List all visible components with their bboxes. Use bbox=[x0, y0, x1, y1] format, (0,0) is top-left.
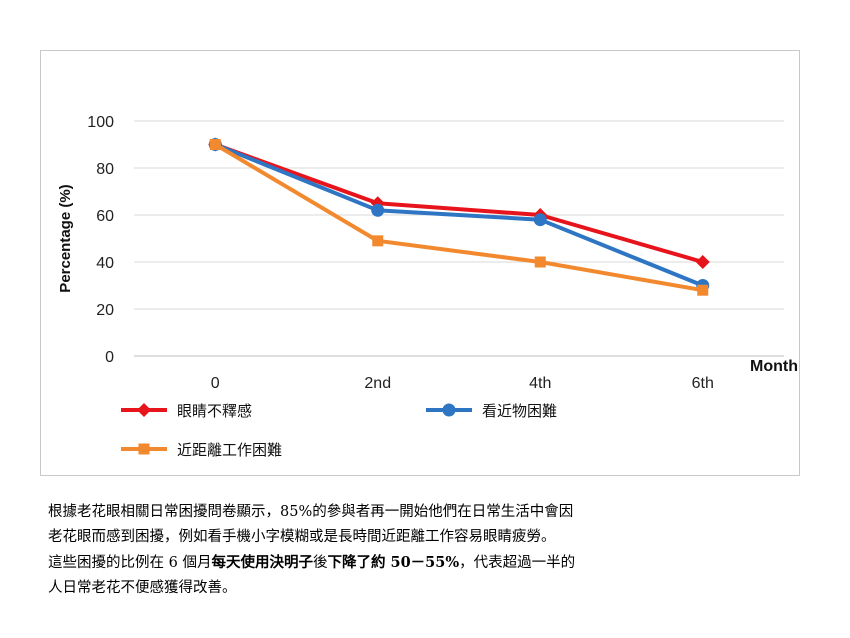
x-tick-label: 6th bbox=[692, 375, 714, 392]
caption-line-1: 根據老花眼相關日常困擾問卷顯示，85%的參與者再一開始他們在日常生活中會因 bbox=[48, 504, 574, 520]
data-point bbox=[372, 235, 384, 247]
legend-item: 眼睛不釋感 bbox=[121, 402, 252, 420]
caption-text: 這些困擾的比例在 6 個月 bbox=[48, 555, 212, 571]
y-tick-label: 60 bbox=[96, 208, 114, 225]
y-tick-label: 100 bbox=[87, 114, 114, 131]
legend-label: 眼睛不釋感 bbox=[177, 402, 252, 420]
series-line bbox=[214, 142, 704, 264]
y-tick-label: 40 bbox=[96, 255, 114, 272]
series-line bbox=[214, 142, 704, 288]
legend-label: 看近物困難 bbox=[482, 402, 557, 420]
data-point bbox=[371, 203, 385, 217]
gridlines bbox=[134, 120, 784, 357]
legend-marker bbox=[442, 403, 456, 417]
x-tick-labels: 0 2nd 4th 6th bbox=[211, 375, 714, 392]
x-tick-label: 4th bbox=[529, 375, 551, 392]
legend-marker bbox=[137, 403, 151, 417]
x-tick-label: 0 bbox=[211, 375, 220, 392]
caption-paragraph: 根據老花眼相關日常困擾問卷顯示，85%的參與者再一開始他們在日常生活中會因 老花… bbox=[48, 500, 818, 601]
x-axis-label: Month bbox=[750, 358, 798, 375]
caption-line-3: 這些困擾的比例在 6 個月每天使用決明子後下降了約 50－55%，代表超過一半的 bbox=[48, 550, 818, 576]
chart-frame: 0 20 40 60 80 100 0 2nd 4th 6th Percentage (%) M… bbox=[40, 50, 800, 476]
x-tick-label: 2nd bbox=[364, 375, 391, 392]
legend-marker bbox=[138, 443, 150, 455]
series-2 bbox=[209, 139, 709, 296]
y-tick-label: 0 bbox=[105, 349, 114, 366]
y-axis-label: Percentage (%) bbox=[57, 184, 74, 292]
caption-text: 後 bbox=[312, 555, 328, 571]
caption-text: ，代表超過一半的 bbox=[459, 555, 576, 571]
data-point bbox=[209, 139, 221, 150]
y-tick-label: 80 bbox=[96, 161, 114, 178]
legend-label: 近距離工作困難 bbox=[177, 441, 282, 459]
caption-line-4: 人日常老花不便感獲得改善。 bbox=[48, 580, 237, 596]
legend-item: 看近物困難 bbox=[426, 402, 557, 420]
y-tick-labels: 0 20 40 60 80 100 bbox=[87, 114, 114, 366]
data-point bbox=[534, 256, 546, 268]
data-point bbox=[695, 255, 710, 269]
series-line bbox=[214, 142, 704, 293]
line-chart: 0 20 40 60 80 100 0 2nd 4th 6th Percentage (%) M… bbox=[57, 114, 798, 459]
data-point bbox=[697, 284, 709, 296]
series-group bbox=[208, 137, 710, 296]
caption-bold-text: 下降了約 50－55% bbox=[327, 554, 460, 571]
data-point bbox=[533, 213, 547, 227]
series-0 bbox=[208, 137, 710, 269]
caption-bold-text: 每天使用決明子 bbox=[211, 554, 313, 571]
y-tick-label: 20 bbox=[96, 302, 114, 319]
caption-line-2: 老花眼而感到困擾，例如看手機小字模糊或是長時間近距離工作容易眼睛疲勞。 bbox=[48, 529, 556, 545]
legend-item: 近距離工作困難 bbox=[121, 441, 282, 459]
